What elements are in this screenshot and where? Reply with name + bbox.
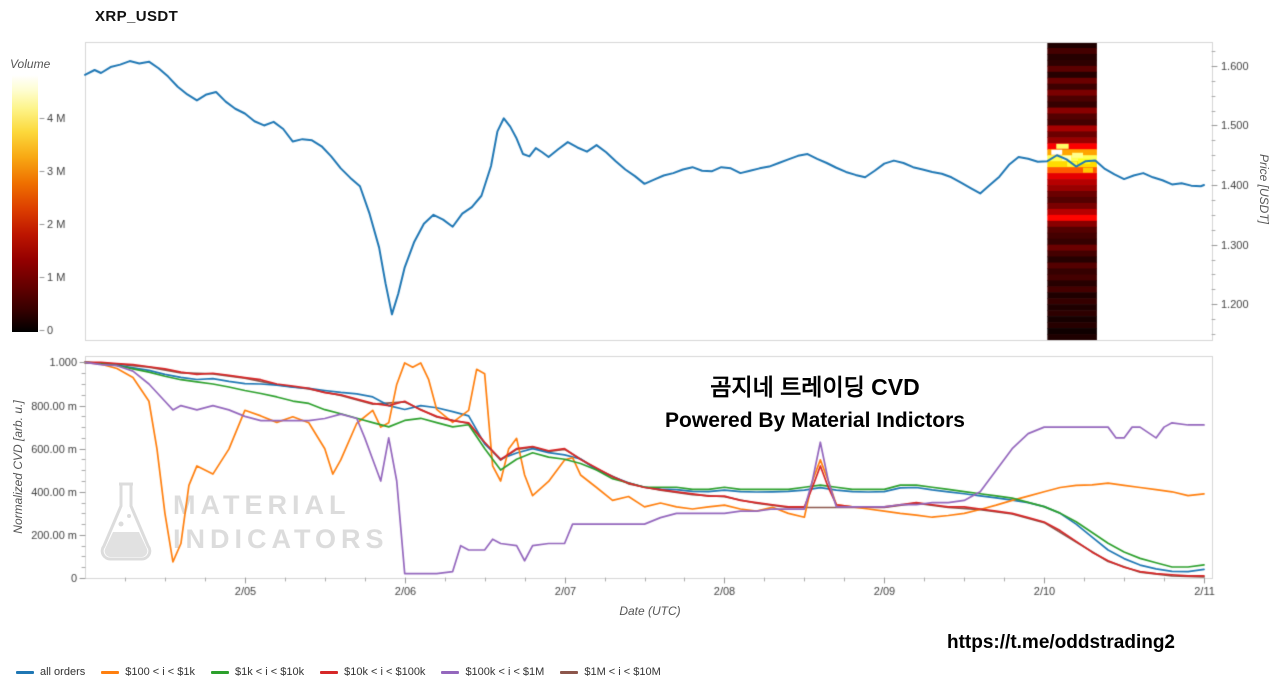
legend-label: $100k < i < $1M [465,666,545,678]
symbol-title: XRP_USDT [95,8,179,25]
legend: all orders $100 < i < $1k $1k < i < $10k $1… [16,666,661,678]
overlay-caption: 곰지네 트레이딩 CVD Powered By Material Indicto… [520,368,1110,433]
legend-label: $100 < i < $1k [125,666,195,678]
overlay-caption-korean: 곰지네 트레이딩 CVD [710,374,920,400]
legend-swatch [210,670,229,674]
legend-label: $1k < i < $10k [234,666,305,678]
cvd-axis-title: Normalized CVD [arb. u.] [11,400,25,534]
legend-label: $10k < i < $100k [344,666,426,678]
price-axis-title: Price [USDT] [1257,153,1271,224]
legend-item[interactable]: $100k < i < $1M [441,666,544,678]
x-axis-title: Date (UTC) [619,604,681,618]
legend-swatch [320,670,339,674]
legend-item[interactable]: $100 < i < $1k [101,666,195,678]
legend-item[interactable]: all orders [16,666,85,678]
legend-swatch [560,670,579,674]
legend-swatch [441,670,460,674]
overlay-caption-powered-by: Powered By Material Indictors [665,409,965,432]
legend-label: $1M < i < $10M [584,666,661,678]
volume-colorbar [12,75,38,332]
legend-label: all orders [40,666,86,678]
legend-swatch [101,670,120,674]
colorbar-title: Volume [10,57,51,71]
legend-item[interactable]: $10k < i < $100k [320,666,425,678]
legend-item[interactable]: $1M < i < $10M [560,666,661,678]
legend-swatch [16,670,34,674]
legend-item[interactable]: $1k < i < $10k [210,666,305,678]
telegram-url-text: https://t.me/oddstrading2 [947,632,1175,653]
